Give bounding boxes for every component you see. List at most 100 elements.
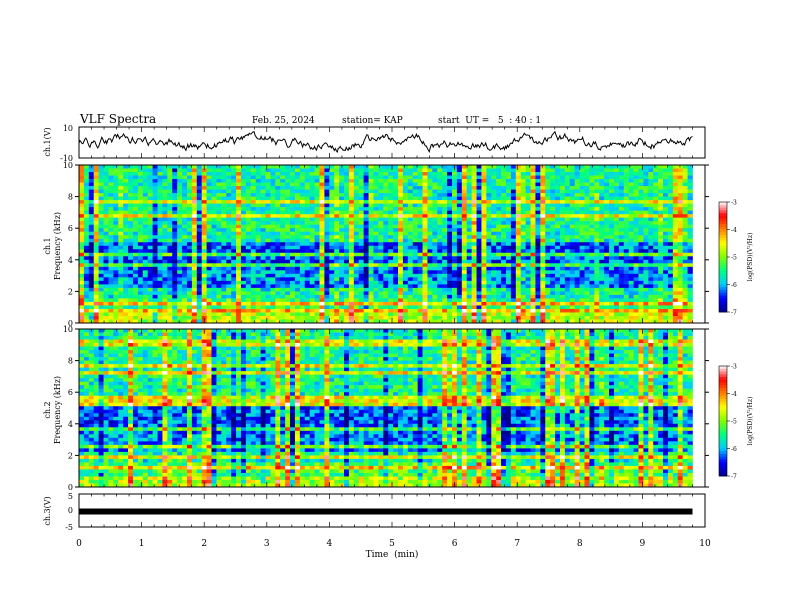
ch1-spec-cell [280,224,286,229]
ch1-spec-cell [672,242,679,247]
ch1-spec-cell [290,207,296,211]
ch1-spec-cell [427,172,433,176]
ch1-spec-cell [309,228,315,233]
ch1-spec-cell [412,168,418,173]
ch1-spec-cell [452,284,458,289]
ch1-spec-cell [201,193,207,197]
ch1-spec-cell [265,189,271,194]
ch1-spec-cell [422,249,428,254]
ch1-spec-cell [682,273,688,278]
ch1-spec-cell [604,193,610,197]
ch1-spec-cell [638,175,644,180]
ch1-spec-cell [442,245,448,250]
ch1-spec-cell [491,203,497,208]
ch1-spec-cell [618,196,625,201]
ch1-spec-cell [245,231,252,236]
ch1-spec-cell [653,270,659,275]
ch1-spec-cell [304,238,311,243]
ch1-spec-cell [162,200,168,204]
ch1-spec-cell [285,210,291,215]
ch1-spec-cell [535,217,541,222]
ch1-spec-cell [285,263,291,268]
ch1-spec-cell [260,231,266,236]
ch1-spec-cell [353,266,360,271]
ch1-spec-cell [314,217,320,222]
ch1-spec-cell [231,235,237,240]
ch1-spec-cell [358,175,365,180]
ch1-spec-cell [672,175,679,180]
ch1-spec-cell [368,298,374,303]
ch1-spec-cell [530,221,536,226]
ch1-spec-cell [157,175,163,180]
ch1-spec-cell [663,259,669,264]
ch1-spec-cell [530,193,536,197]
ch1-spec-cell [250,245,257,250]
ch1-spec-cell [525,235,531,240]
ch1-spec-cell [461,165,468,169]
ch1-spec-cell [618,270,625,275]
ch1-spec-cell [569,217,576,222]
ch1-spec-cell [471,165,477,169]
ch1-spec-cell [191,245,198,250]
ch1-spec-cell [407,277,414,282]
ch1-spec-cell [663,277,669,282]
ch1-spec-cell [496,266,502,271]
ch1-spec-cell [476,182,482,187]
ch1-spec-cell [240,165,247,169]
ch1-spec-cell [510,242,517,247]
ch1-spec-cell [452,270,458,275]
ch1-spec-cell [672,284,679,289]
ch1-spec-cell [182,259,188,264]
ch1-spec-cell [255,210,261,215]
ch1-spec-cell [201,196,207,201]
ch1-spec-cell [216,263,222,268]
ch1-spec-cell [574,301,580,306]
ch1-spec-cell [574,200,580,204]
ch1-spec-cell [589,256,595,261]
ch1-spec-cell [515,287,522,292]
ch1-spec-cell [564,203,571,208]
ch1-spec-cell [422,210,428,215]
ch1-spec-cell [496,210,502,215]
ch1-spec-cell [412,207,418,211]
ch1-spec-cell [280,284,286,289]
ch1-spec-cell [113,266,119,271]
ch1-spec-cell [334,301,340,306]
ch1-spec-cell [442,186,448,190]
ch1-spec-cell [584,207,590,211]
ch1-spec-cell [250,298,257,303]
ch1-spec-cell [118,249,124,254]
ch1-spec-cell [555,186,561,190]
ch1-spec-cell [461,270,468,275]
ch1-spec-cell [432,252,438,257]
ch1-spec-cell [559,284,566,289]
ch1-spec-cell [559,301,566,306]
ch1-spec-cell [388,179,394,183]
ch1-spec-cell [236,228,242,233]
ch1-spec-cell [496,235,502,240]
ch1-spec-cell [299,301,306,306]
ch1-spec-cell [368,207,374,211]
ch1-spec-cell [461,224,468,229]
ch1-spec-cell [422,200,428,204]
ch1-spec-cell [550,301,556,306]
ch1-spec-cell [461,235,468,240]
ch1-spec-cell [280,165,286,169]
ch1-spec-cell [604,284,610,289]
ch1-spec-cell [329,249,335,254]
ch1-spec-cell [231,249,237,254]
ch1-spec-cell [466,196,472,201]
ch1-spec-cell [530,231,536,236]
ch1-spec-cell [344,256,350,261]
ch1-spec-cell [550,277,556,282]
ch1-spec-cell [309,221,315,226]
ch1-spec-cell [682,298,688,303]
ch1-spec-cell [447,249,453,254]
ch1-spec-cell [245,165,252,169]
ch1-spec-cell [123,252,129,257]
ch1-spec-cell [373,186,379,190]
ch1-spec-cell [103,280,109,285]
ch1-spec-cell [545,203,551,208]
ch1-spec-cell [510,301,517,306]
ch1-spec-cell [201,273,207,278]
